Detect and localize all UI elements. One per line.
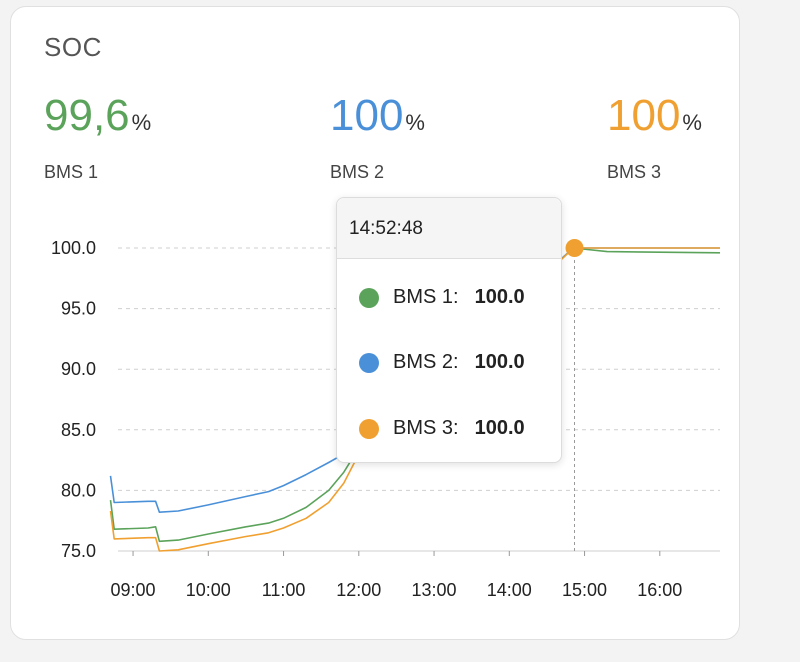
stat-bms2-value: 100 bbox=[330, 91, 404, 140]
stat-bms3: 100% bbox=[607, 94, 702, 138]
tooltip-value-bms2: 100.0 bbox=[474, 351, 525, 373]
stat-bms1-unit: % bbox=[131, 110, 152, 135]
tooltip-label-bms2: BMS 2: bbox=[393, 351, 459, 373]
y-tick-label: 85.0 bbox=[61, 420, 96, 440]
stat-bms3-name: BMS 3 bbox=[607, 162, 662, 182]
stat-bms1: 99,6% bbox=[44, 94, 151, 138]
stat-bms3-unit: % bbox=[682, 110, 702, 135]
tooltip-value-bms1: 100.0 bbox=[474, 286, 525, 308]
tooltip-time: 14:52:48 bbox=[337, 198, 561, 259]
tooltip-row-bms3: BMS 3: 100.0 bbox=[359, 417, 525, 440]
chart-tooltip: 14:52:48 BMS 1: 100.0 BMS 2: 100.0 BMS 3… bbox=[336, 197, 562, 463]
y-tick-label: 100.0 bbox=[51, 238, 96, 258]
x-tick-label: 13:00 bbox=[412, 580, 457, 600]
x-tick-label: 09:00 bbox=[111, 580, 156, 600]
tooltip-value-bms3: 100.0 bbox=[474, 417, 525, 439]
y-tick-label: 80.0 bbox=[61, 480, 96, 500]
x-tick-label: 12:00 bbox=[336, 580, 381, 600]
stat-bms2-name: BMS 2 bbox=[330, 162, 385, 182]
y-tick-label: 75.0 bbox=[61, 541, 96, 561]
x-tick-label: 16:00 bbox=[637, 580, 682, 600]
tooltip-row-bms1: BMS 1: 100.0 bbox=[359, 286, 525, 309]
hover-point bbox=[565, 239, 584, 257]
tooltip-dot-bms2 bbox=[359, 352, 379, 373]
tooltip-label-bms3: BMS 3: bbox=[393, 417, 459, 439]
card-title: SOC bbox=[44, 32, 102, 62]
y-tick-label: 95.0 bbox=[61, 299, 96, 319]
tooltip-row-bms2: BMS 2: 100.0 bbox=[359, 351, 525, 374]
stat-bms3-value: 100 bbox=[607, 91, 681, 140]
y-tick-label: 90.0 bbox=[61, 359, 96, 379]
stat-bms1-name: BMS 1 bbox=[44, 162, 99, 182]
stat-bms2-unit: % bbox=[405, 110, 425, 135]
stat-bms2: 100% bbox=[330, 94, 425, 138]
x-tick-label: 10:00 bbox=[186, 580, 231, 600]
x-tick-label: 11:00 bbox=[262, 580, 306, 600]
x-tick-label: 15:00 bbox=[562, 580, 607, 600]
stat-bms1-value: 99,6 bbox=[44, 91, 130, 140]
tooltip-label-bms1: BMS 1: bbox=[393, 286, 459, 308]
tooltip-dot-bms3 bbox=[359, 418, 379, 439]
x-tick-label: 14:00 bbox=[487, 580, 532, 600]
tooltip-dot-bms1 bbox=[359, 287, 379, 308]
